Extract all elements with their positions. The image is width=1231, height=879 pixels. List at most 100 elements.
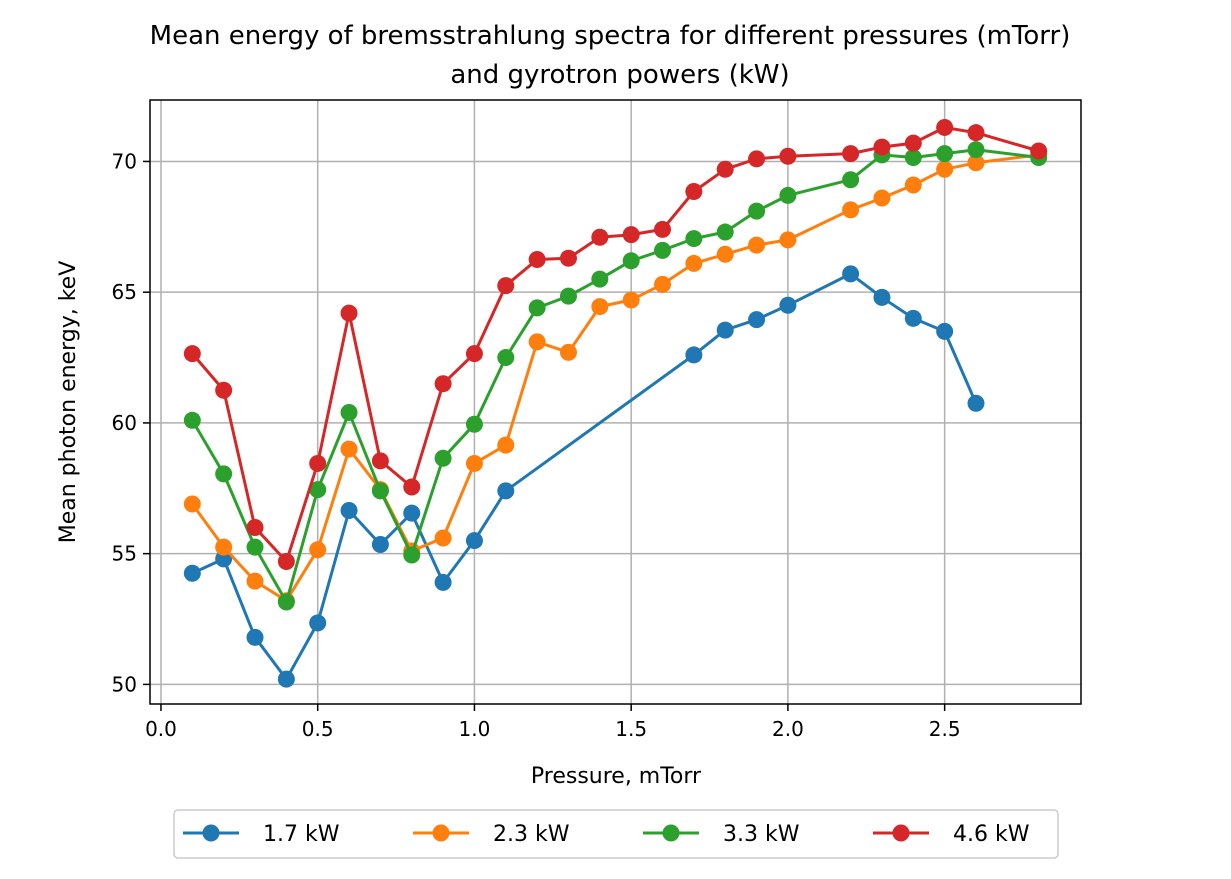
data-point (497, 277, 515, 295)
legend-marker (892, 824, 910, 842)
legend-item: 3.3 kW (643, 822, 800, 847)
y-tick-label: 70 (112, 149, 137, 173)
data-point (779, 296, 797, 314)
legend-label: 4.6 kW (953, 822, 1030, 847)
data-point (591, 298, 609, 316)
series-line (191, 148, 1039, 604)
data-point (309, 614, 327, 632)
data-point (528, 299, 546, 317)
data-point (936, 160, 954, 178)
data-point (685, 230, 703, 248)
legend-item: 2.3 kW (413, 822, 570, 847)
legend-item: 4.6 kW (873, 822, 1030, 847)
data-point (716, 245, 734, 263)
x-tick-label: 1.0 (459, 717, 491, 741)
data-point (497, 482, 515, 500)
data-point (748, 311, 766, 329)
y-tick-label: 65 (112, 280, 137, 304)
data-point (246, 519, 264, 537)
data-point (465, 454, 483, 472)
data-point (591, 270, 609, 288)
legend-item: 1.7 kW (183, 822, 340, 847)
data-point (904, 134, 922, 152)
data-point (528, 250, 546, 268)
series-3-3-kw (183, 141, 1048, 611)
data-point (904, 149, 922, 167)
data-point (842, 265, 860, 283)
data-point (716, 160, 734, 178)
data-point (434, 573, 452, 591)
x-tick-label: 2.0 (772, 717, 804, 741)
y-tick-label: 60 (112, 411, 137, 435)
data-point (716, 223, 734, 241)
data-point (246, 572, 264, 590)
data-point (936, 145, 954, 163)
data-point (559, 343, 577, 361)
x-axis-label: Pressure, mTorr (531, 764, 702, 789)
data-point (183, 564, 201, 582)
data-point (465, 345, 483, 363)
data-point (528, 333, 546, 351)
data-point (967, 154, 985, 172)
legend-marker (202, 824, 220, 842)
data-point (685, 183, 703, 201)
data-point (904, 309, 922, 327)
data-point (183, 411, 201, 429)
data-point (403, 478, 421, 496)
data-point (779, 231, 797, 249)
data-point (873, 288, 891, 306)
data-point (622, 252, 640, 270)
data-point (967, 394, 985, 412)
data-point (371, 536, 389, 554)
x-tick-label: 2.5 (929, 717, 961, 741)
data-point (215, 550, 233, 568)
legend-marker (662, 824, 680, 842)
y-tick-label: 55 (112, 542, 137, 566)
legend-marker (432, 824, 450, 842)
data-point (936, 322, 954, 340)
data-point (967, 124, 985, 142)
x-tick-label: 1.5 (615, 717, 647, 741)
grid (150, 100, 1081, 704)
series-2-3-kw (183, 146, 1048, 610)
data-point (748, 202, 766, 220)
data-point (309, 541, 327, 559)
data-point (246, 628, 264, 646)
x-tick-label: 0.5 (302, 717, 334, 741)
series-line (191, 272, 978, 681)
data-point (277, 670, 295, 688)
data-point (622, 291, 640, 309)
data-point (779, 147, 797, 165)
legend: 1.7 kW 2.3 kW 3.3 kW 4.6 kW (173, 809, 1059, 859)
data-point (465, 415, 483, 433)
data-point (434, 449, 452, 467)
data-point (215, 538, 233, 556)
data-point (779, 186, 797, 204)
data-point (559, 287, 577, 305)
data-point (748, 150, 766, 168)
data-point (215, 381, 233, 399)
data-point (654, 220, 672, 238)
data-point (904, 176, 922, 194)
data-point (183, 345, 201, 363)
data-point (246, 538, 264, 556)
y-axis-ticks: 50 55 60 65 70 (112, 149, 150, 696)
x-axis-ticks: 0.0 0.5 1.0 1.5 2.0 2.5 (145, 704, 961, 741)
data-point (559, 249, 577, 267)
plot-frame (149, 99, 1082, 705)
data-point (716, 321, 734, 339)
legend-label: 2.3 kW (493, 822, 570, 847)
data-point (309, 481, 327, 499)
data-point (873, 138, 891, 156)
data-point (591, 228, 609, 246)
data-point (873, 189, 891, 207)
y-tick-label: 50 (112, 672, 137, 696)
data-point (465, 532, 483, 550)
data-point (497, 436, 515, 454)
data-point (340, 502, 358, 520)
data-point (434, 375, 452, 393)
data-point (685, 254, 703, 272)
data-point (277, 593, 295, 611)
data-point (622, 226, 640, 244)
